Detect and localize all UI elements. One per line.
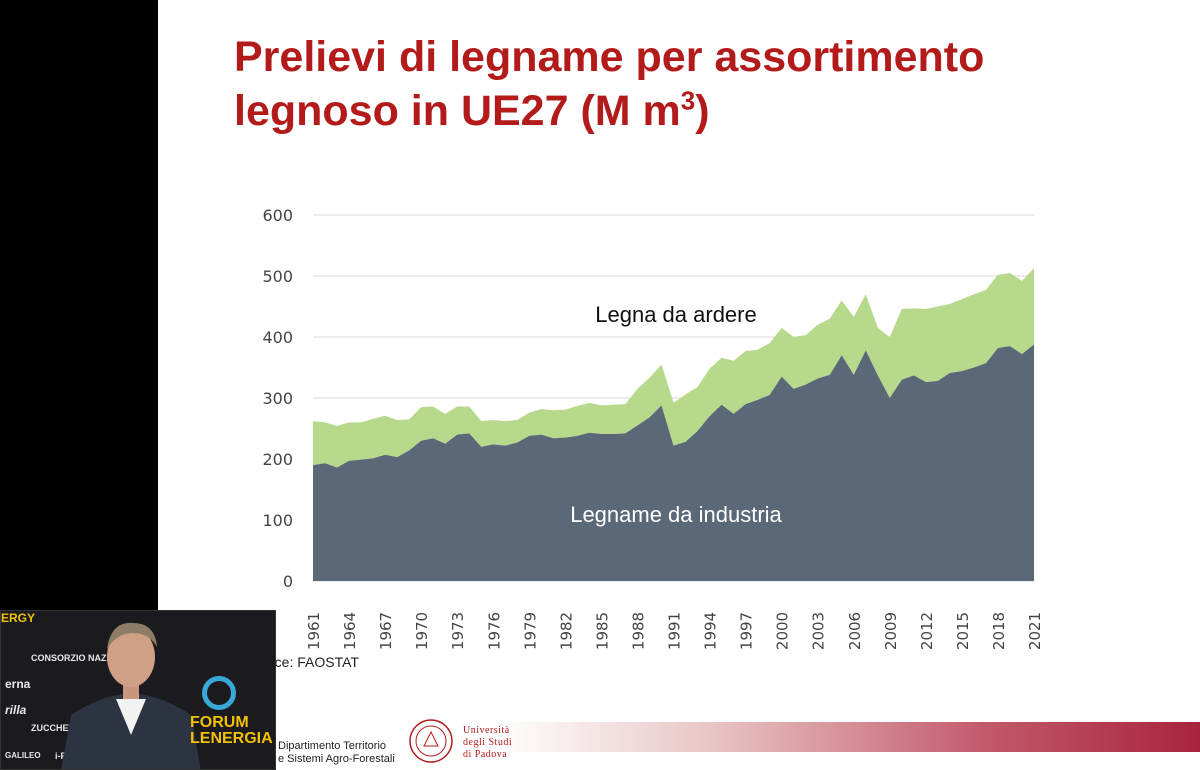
department-line-1: Dipartimento Territorio — [278, 740, 387, 752]
university-name-line-3: di Padova — [463, 749, 508, 760]
sponsor-logo-consorzio: CONSORZIO NAZIONALE — [31, 653, 141, 663]
sponsor-logo-zucchett: ZUCCHETT — [31, 723, 80, 733]
y-tick-label: 300 — [262, 389, 293, 408]
x-tick-label: 1970 — [413, 612, 431, 650]
x-tick-label: 2009 — [882, 612, 900, 650]
x-tick-label: 1967 — [377, 612, 395, 650]
x-tick-label: 2006 — [846, 612, 864, 650]
y-tick-label: 0 — [283, 572, 293, 591]
annotation-legname-da-industria: Legname da industria — [570, 502, 782, 527]
x-tick-label: 1988 — [629, 612, 647, 650]
x-tick-label: 1961 — [305, 612, 323, 650]
footer-gradient-band — [498, 722, 1200, 752]
x-tick-label: 1997 — [738, 612, 756, 650]
x-tick-label: 1973 — [449, 612, 467, 650]
speaker-figure — [61, 622, 201, 769]
x-tick-label: 1985 — [593, 612, 611, 650]
department-line-2: e Sistemi Agro-Forestali — [278, 753, 395, 765]
annotation-legna-da-ardere: Legna da ardere — [595, 302, 756, 327]
university-name: Università degli Studi di Padova — [463, 725, 512, 761]
x-tick-label: 2021 — [1026, 612, 1044, 650]
title-close-paren: ) — [695, 87, 710, 135]
y-tick-label: 100 — [262, 511, 293, 530]
sponsor-logo-erna: erna — [5, 677, 31, 691]
x-tick-label: 1976 — [485, 612, 503, 650]
title-line-2-text: legnoso in UE27 (M m — [234, 87, 681, 135]
y-tick-label: 200 — [262, 450, 293, 469]
x-tick-label: 1994 — [702, 612, 720, 650]
event-logo-line-1: FORUM — [190, 714, 249, 731]
title-line-1: Prelievi di legname per assortimento — [234, 33, 985, 81]
event-logo-line-2: LENERGIA — [190, 730, 273, 747]
x-tick-label: 2003 — [810, 612, 828, 650]
y-tick-label: 400 — [262, 328, 293, 347]
y-tick-label: 600 — [262, 206, 293, 225]
university-name-line-1: Università — [463, 725, 510, 736]
university-seal-icon — [409, 719, 453, 763]
x-tick-label: 1979 — [521, 612, 539, 650]
source-note: rce: FAOSTAT — [270, 654, 359, 670]
x-tick-label: 1982 — [557, 612, 575, 650]
x-tick-label: 1991 — [666, 612, 684, 650]
y-tick-label: 500 — [262, 267, 293, 286]
event-logo-q-icon — [202, 676, 236, 710]
event-banner-text: ERGY — [1, 611, 36, 625]
sponsor-logo-galileo: GALILEO — [5, 751, 41, 760]
title-line-2: legnoso in UE27 (M m3) — [234, 84, 1134, 138]
sponsor-logo-if: i-F — [55, 751, 66, 761]
x-tick-label: 1964 — [341, 612, 359, 650]
area-legname-da-industria — [313, 344, 1034, 581]
sponsor-logo-rilla: rilla — [5, 703, 27, 717]
x-tick-label: 2000 — [774, 612, 792, 650]
slide-title: Prelievi di legname per assortimento leg… — [234, 30, 1134, 138]
department-label: Dipartimento Territorio e Sistemi Agro-F… — [278, 740, 395, 766]
x-tick-label: 2012 — [918, 612, 936, 650]
area-legna-da-ardere — [313, 268, 1034, 468]
x-tick-label: 2015 — [954, 612, 972, 650]
title-superscript: 3 — [680, 85, 696, 116]
university-name-line-2: degli Studi — [463, 737, 513, 748]
x-tick-label: 2018 — [990, 612, 1008, 650]
